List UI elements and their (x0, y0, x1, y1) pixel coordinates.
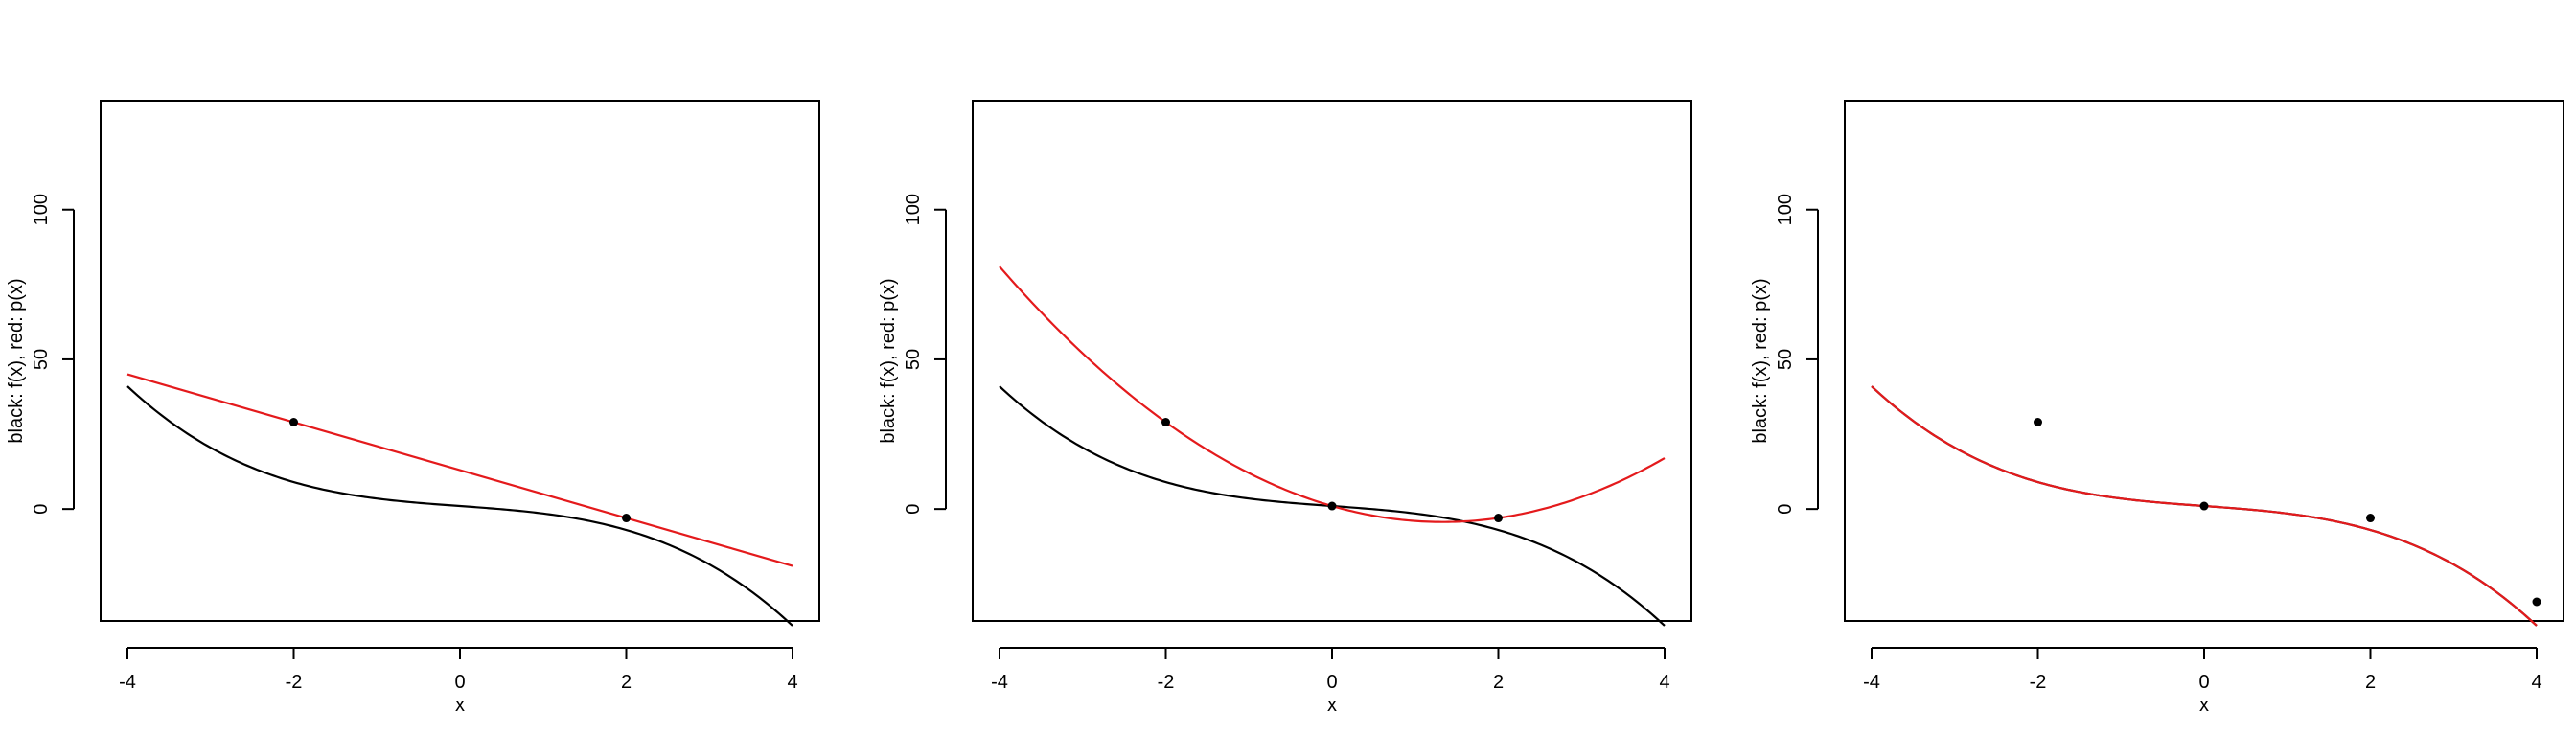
x-tick-label: 4 (1659, 672, 1669, 693)
y-axis-title: black: f(x), red: p(x) (878, 278, 899, 443)
y-tick-label: 100 (903, 194, 924, 225)
x-tick-label: 0 (2198, 672, 2209, 693)
x-axis-title: x (2199, 695, 2209, 716)
interpolation-node-point (2366, 514, 2375, 523)
interpolation-node-point (1494, 514, 1503, 523)
y-tick-label: 100 (1775, 194, 1796, 225)
x-tick-label: -4 (1863, 672, 1880, 693)
y-tick-label: 50 (903, 349, 924, 370)
x-axis-title: x (1327, 695, 1337, 716)
x-tick-label: -2 (286, 672, 303, 693)
x-axis-title: x (455, 695, 465, 716)
x-tick-label: -4 (991, 672, 1008, 693)
interpolation-node-point (1162, 418, 1170, 427)
x-tick-label: -2 (1158, 672, 1175, 693)
x-tick-label: -4 (119, 672, 136, 693)
y-tick-label: 50 (31, 349, 52, 370)
panel-2: -4 -2 0 2 4 0 50 100 x black: f(x), red: p(x) (878, 100, 1692, 716)
x-tick-label: 0 (1326, 672, 1337, 693)
x-tick-label: 4 (2531, 672, 2542, 693)
interpolation-node-point (622, 514, 631, 523)
y-tick-label: 50 (1775, 349, 1796, 370)
interpolation-node-point (1327, 501, 1337, 511)
y-axis-title: black: f(x), red: p(x) (6, 278, 27, 443)
p-curve-line (126, 373, 794, 567)
plot-frame (1844, 100, 2564, 622)
plot-frame (100, 100, 820, 622)
interpolation-node-point (2199, 501, 2209, 511)
y-tick-label: 0 (31, 504, 52, 515)
x-tick-label: 2 (1493, 672, 1504, 693)
x-tick-label: 2 (621, 672, 632, 693)
y-tick-label: 0 (1775, 504, 1796, 515)
f-curve-line (126, 385, 794, 627)
x-tick-label: 2 (2365, 672, 2376, 693)
y-tick-label: 100 (31, 194, 52, 225)
x-tick-label: 0 (454, 672, 465, 693)
y-axis-title: black: f(x), red: p(x) (1750, 278, 1771, 443)
interpolation-node-point (2532, 597, 2542, 607)
panel-3: -4 -2 0 2 4 0 50 100 x black: f(x), red: p(x) (1750, 100, 2564, 716)
interpolation-node-point (289, 418, 298, 427)
plot-frame (972, 100, 1692, 622)
y-tick-label: 0 (903, 504, 924, 515)
x-tick-label: -2 (2030, 672, 2047, 693)
panel-1: -4 -2 0 2 4 0 50 100 x black: f(x), red: p(x) (6, 100, 820, 716)
p-curve-line (999, 265, 1666, 523)
x-tick-label: 4 (787, 672, 797, 693)
interpolation-node-point (2034, 418, 2042, 427)
